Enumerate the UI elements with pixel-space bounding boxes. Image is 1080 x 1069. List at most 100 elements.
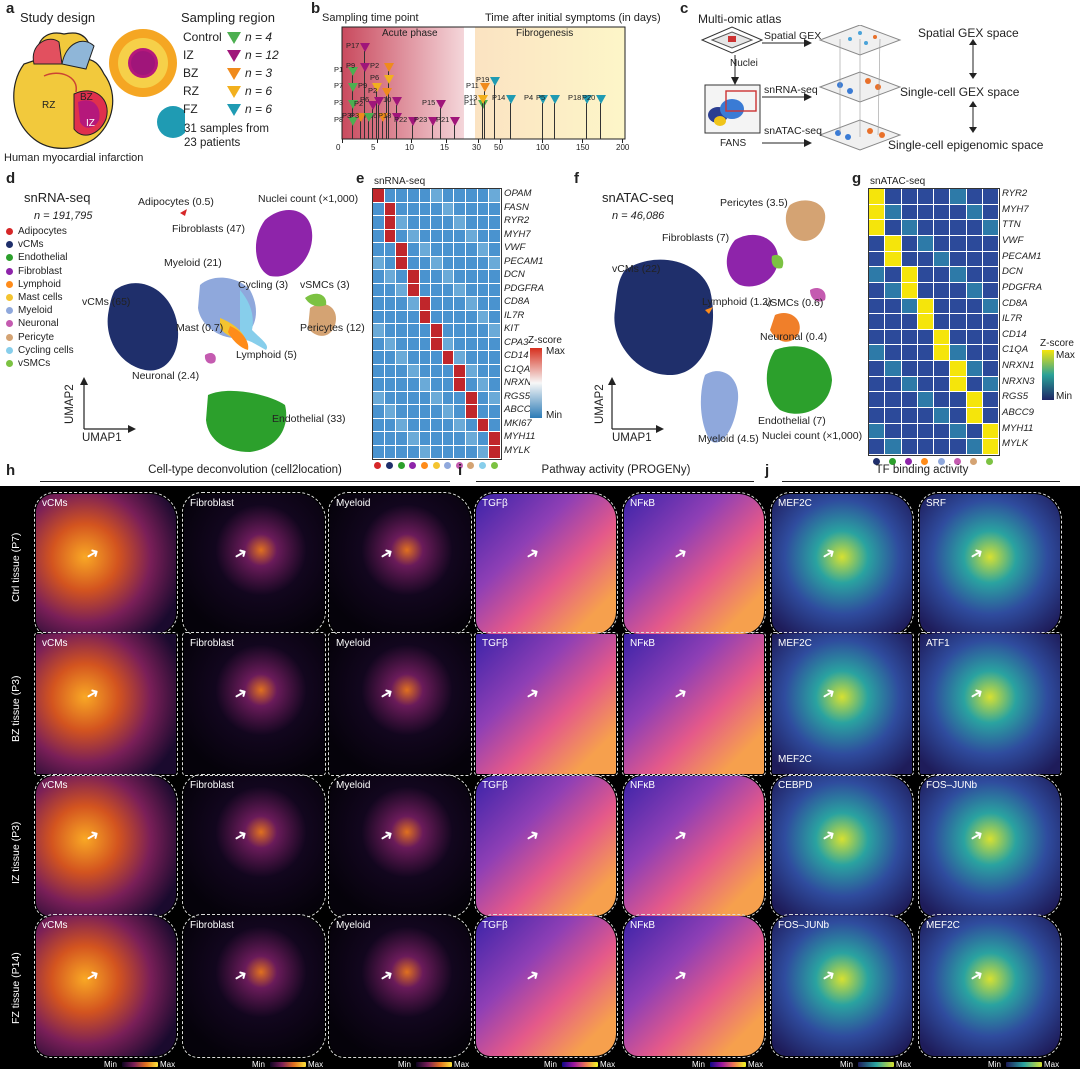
- heatmap-cell: [982, 251, 998, 267]
- heatmap-cell: [373, 364, 384, 377]
- heatmap-cell: [431, 216, 442, 229]
- header-j: TF binding activity: [875, 464, 969, 476]
- heatmap-cell: [966, 392, 982, 408]
- tile-label: NFκB: [630, 498, 655, 509]
- x-tick-mark: [411, 139, 412, 143]
- region-n: n = 12: [245, 48, 279, 62]
- heatmap-cell: [396, 445, 407, 458]
- heatmap-cell: [384, 445, 396, 458]
- heatmap-cell: [917, 267, 933, 282]
- heatmap-cell: [384, 270, 396, 283]
- legend-dot-icon: [6, 346, 13, 354]
- tile-label: vCMs: [42, 780, 68, 791]
- legend-label: Mast cells: [18, 292, 63, 303]
- heatmap-cell: [454, 189, 466, 202]
- tissue-tile: [328, 632, 472, 776]
- timeline-point-label: P15: [422, 98, 436, 107]
- heatmap-cell: [407, 391, 419, 404]
- timeline-point-label: P18: [568, 93, 582, 102]
- cluster-label: Mast (0.7): [176, 322, 224, 334]
- heatmap-cell: [431, 405, 442, 418]
- heatmap-cell: [454, 256, 466, 269]
- tile-label: MEF2C: [778, 638, 812, 649]
- heatmap-cell: [466, 243, 477, 256]
- tile-label: MEF2C: [926, 920, 960, 931]
- heatmap-cell: [950, 220, 966, 235]
- snrna-umap-plot: [107, 209, 336, 452]
- heatmap-cell: [454, 202, 466, 215]
- heatmap-cell: [950, 345, 966, 361]
- heatmap-cell: [419, 243, 431, 256]
- heatmap-cell: [917, 408, 933, 423]
- tile-label: Fibroblast: [190, 498, 234, 509]
- timeline-marker-icon: [356, 113, 366, 122]
- heatmap-cell: [966, 251, 982, 267]
- heatmap-cell: [384, 418, 396, 431]
- region-name: Control: [183, 30, 222, 44]
- colorbar-max-label: Max: [160, 1060, 176, 1069]
- heatmap-cell: [869, 423, 885, 439]
- heatmap-cell: [442, 256, 454, 269]
- x-tick-mark: [582, 139, 583, 143]
- heatmap-cell: [950, 361, 966, 376]
- heatmap-cell: [966, 361, 982, 376]
- heatmap-cell: [396, 310, 407, 323]
- timeline-marker-icon: [348, 83, 358, 92]
- zscore-bar-g: [1042, 350, 1054, 400]
- tile-label: CEBPD: [778, 780, 813, 791]
- tile-label: Myeloid: [336, 920, 371, 931]
- heatmap-cell: [934, 298, 950, 314]
- tissue-tile: [770, 492, 914, 636]
- heatmap-cell: [442, 202, 454, 215]
- timeline-stem: [378, 105, 379, 139]
- heatmap-cell: [934, 345, 950, 361]
- celltype-dot-icon: [986, 458, 994, 465]
- gene-label: DCN: [504, 269, 525, 280]
- gene-label: VWF: [1002, 234, 1024, 246]
- header-h: Cell-type deconvolution (cell2location): [148, 464, 342, 476]
- heatmap-cell: [396, 324, 407, 337]
- gene-label: VWF: [504, 242, 526, 253]
- heatmap-cell: [950, 298, 966, 314]
- heatmap-cell: [982, 408, 998, 423]
- heatmap-cell: [454, 229, 466, 242]
- heatmap-cell: [477, 324, 489, 337]
- heatmap-cell: [869, 314, 885, 329]
- umap-axes-f: [608, 377, 664, 433]
- heatmap-cell: [477, 405, 489, 418]
- cluster-label: Fibroblasts (7): [662, 232, 730, 244]
- heatmap-cell: [966, 204, 982, 220]
- phase-acute: Acute phase: [382, 28, 438, 39]
- umap-axes-d: [80, 377, 136, 433]
- celltype-dot-icon: [385, 462, 393, 469]
- heatmap-cell: [454, 297, 466, 310]
- gene-label: FASN: [504, 201, 529, 213]
- heatmap-cell: [466, 432, 477, 445]
- heatmap-cell: [901, 251, 917, 267]
- legend-dot-icon: [6, 294, 13, 301]
- heatmap-cell: [477, 216, 489, 229]
- heatmap-cell: [489, 378, 500, 391]
- colorbar-min-label: Min: [544, 1060, 557, 1069]
- heatmap-cell: [396, 378, 407, 391]
- timeline-stem: [388, 83, 389, 139]
- heatmap-cell: [419, 216, 431, 229]
- heatmap-cell: [454, 418, 466, 431]
- heatmap-cell: [384, 243, 396, 256]
- tissue-tile: [182, 632, 326, 776]
- legend-label: vSMCs: [18, 358, 51, 369]
- region-triangle-icon: [227, 32, 241, 44]
- heatmap-cell: [384, 229, 396, 242]
- timeline-stem: [440, 108, 441, 139]
- tissue-tile: [34, 774, 178, 918]
- colorbar-max-label: Max: [1044, 1060, 1060, 1069]
- heatmap-cell: [384, 337, 396, 350]
- row-label: IZ tissue (P3): [10, 821, 22, 884]
- heatmap-cell: [934, 251, 950, 267]
- heatmap-cell: [885, 267, 901, 282]
- heatmap-cell: [950, 204, 966, 220]
- region-triangle-icon: [227, 50, 241, 62]
- gene-label: NRXN3: [1002, 375, 1035, 387]
- gene-label: RYR2: [1002, 188, 1028, 199]
- heatmap-cell: [869, 282, 885, 298]
